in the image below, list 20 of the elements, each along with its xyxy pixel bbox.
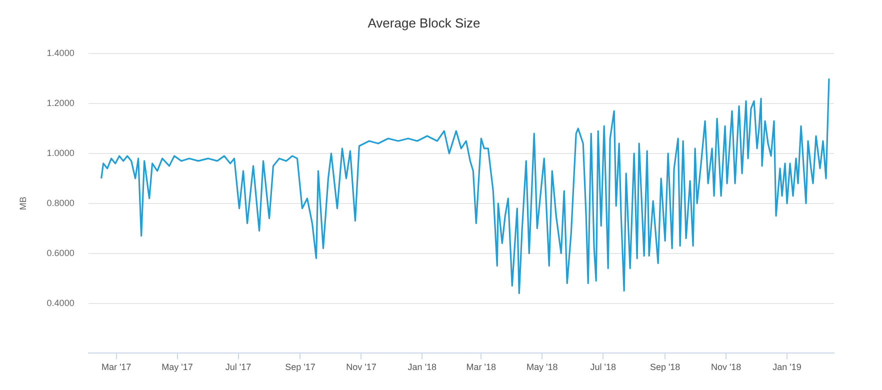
y-axis-title: MB: [18, 196, 28, 210]
x-tick-label: Mar '18: [466, 362, 496, 372]
x-tick-label: Nov '18: [710, 362, 742, 372]
chart-title: Average Block Size: [368, 15, 480, 30]
y-tick-label: 0.8000: [46, 198, 74, 208]
y-tick-label: 1.2000: [46, 98, 74, 108]
y-tick-label: 1.4000: [46, 48, 74, 58]
x-tick-label: Sep '17: [285, 362, 316, 372]
x-tick-label: May '17: [162, 362, 193, 372]
x-tick-label: May '18: [526, 362, 558, 372]
y-tick-label: 0.6000: [46, 248, 74, 258]
y-tick-label: 0.4000: [46, 298, 74, 308]
x-tick-label: Nov '17: [346, 362, 376, 372]
x-tick-label: Sep '18: [650, 362, 680, 372]
x-tick-label: Jan '19: [772, 362, 802, 372]
y-tick-label: 1.0000: [46, 148, 74, 158]
x-tick-label: Jul '18: [590, 362, 616, 372]
x-tick-label: Mar '17: [101, 362, 132, 372]
x-tick-label: Jul '17: [225, 362, 252, 372]
x-tick-label: Jan '18: [408, 362, 437, 372]
